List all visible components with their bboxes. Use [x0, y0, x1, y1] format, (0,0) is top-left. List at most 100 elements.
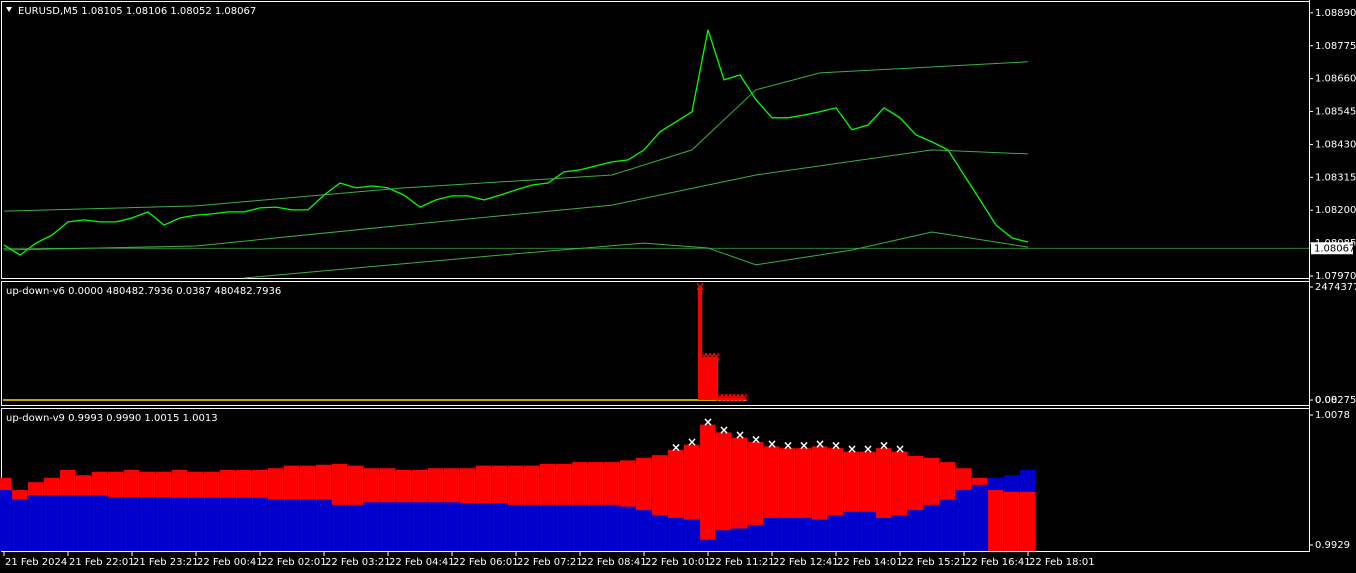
bar-marker: ×: [695, 280, 705, 294]
histogram-bar: [284, 499, 300, 551]
histogram-bar: [972, 484, 988, 551]
histogram-bar: [844, 511, 860, 551]
histogram-bar: [700, 539, 716, 551]
bar-marker: ×: [703, 350, 713, 364]
histogram-bar: [428, 502, 444, 551]
bar: [730, 397, 734, 400]
bar-marker: ×: [699, 350, 709, 364]
histogram-bar: [348, 504, 364, 551]
histogram-bar: [252, 497, 268, 551]
y-tick-label: 24743776: [1315, 282, 1356, 293]
histogram-bar: [540, 504, 556, 551]
histogram-bar: [812, 519, 828, 551]
histogram-bar: [60, 495, 76, 551]
histogram-bar: [716, 432, 732, 551]
y-tick-label: 1.08660: [1315, 74, 1356, 85]
histogram-bar: [508, 504, 524, 551]
bar-marker: ×: [751, 433, 761, 447]
histogram-bar: [396, 502, 412, 551]
histogram-bar: [0, 490, 12, 551]
x-tick-label: 22 Feb 15:21: [901, 557, 967, 568]
histogram-bar: [940, 499, 956, 551]
histogram-bar: [268, 499, 284, 551]
bar-marker: ×: [735, 390, 745, 404]
histogram-bar: [732, 528, 748, 551]
bar: [726, 397, 730, 400]
last-price-label: 1.08067: [1314, 243, 1355, 254]
menu-triangle: [6, 7, 12, 12]
bar: [706, 357, 710, 400]
last-price-box: [1311, 242, 1353, 255]
bar-marker: ×: [815, 437, 825, 451]
y-tick-label: 1.08430: [1315, 139, 1356, 150]
histogram-bar: [780, 517, 796, 551]
histogram-bar: [444, 502, 460, 551]
histogram-bar: [332, 504, 348, 551]
histogram-bar: [588, 504, 604, 551]
histogram-bar: [700, 424, 716, 551]
histogram-bar: [764, 517, 780, 551]
bar-marker: ×: [767, 437, 777, 451]
histogram-bar: [652, 515, 668, 551]
bar: [718, 397, 722, 400]
x-tick-label: 22 Feb 18:01: [1029, 557, 1095, 568]
bar-marker: ×: [731, 390, 741, 404]
panel-title: EURUSD,M5 1.08105 1.08106 1.08052 1.0806…: [18, 6, 256, 17]
histogram-bar: [748, 524, 764, 551]
histogram-bar: [108, 497, 124, 551]
bar: [702, 357, 706, 400]
histogram-bar: [140, 497, 156, 551]
histogram-bar: [460, 503, 476, 551]
histogram-bar: [220, 497, 236, 551]
bar: [742, 397, 746, 400]
histogram-bar: [188, 497, 204, 551]
histogram-bar: [556, 504, 572, 551]
histogram-bar: [860, 511, 876, 551]
histogram-bar: [476, 503, 492, 551]
histogram-bar: [828, 515, 844, 551]
bar-marker: ×: [707, 350, 717, 364]
histogram-bar: [172, 497, 188, 551]
x-tick-label: 22 Feb 12:41: [773, 557, 839, 568]
bar: [698, 287, 702, 401]
bar: [710, 357, 714, 400]
y-tick-label: 0.00: [1315, 395, 1337, 406]
bar-marker: ×: [703, 415, 713, 429]
histogram-bar: [364, 502, 380, 551]
bar-marker: ×: [715, 390, 725, 404]
histogram-bar: [1020, 491, 1036, 551]
bar-marker: ×: [727, 390, 737, 404]
histogram-bar: [924, 504, 940, 551]
y-tick-label: 1.08545: [1315, 107, 1356, 118]
bar-marker: ×: [895, 442, 905, 456]
x-tick-label: 22 Feb 08:41: [581, 557, 647, 568]
histogram-bar: [380, 502, 396, 551]
x-tick-label: 22 Feb 00:41: [197, 557, 263, 568]
panel-title: up-down-v9 0.9993 0.9990 1.0015 1.0013: [6, 413, 218, 424]
x-tick-label: 22 Feb 14:01: [837, 557, 903, 568]
y-tick-label: 0.082750: [1315, 395, 1356, 406]
x-tick-label: 22 Feb 11:21: [709, 557, 775, 568]
y-tick-label: 1.08200: [1315, 205, 1356, 216]
band-line: [3, 149, 1029, 251]
histogram-bar: [668, 517, 684, 551]
histogram-bar: [12, 499, 28, 551]
bar-marker: ×: [735, 428, 745, 442]
x-tick-label: 22 Feb 02:01: [261, 557, 327, 568]
histogram-bar: [636, 510, 652, 551]
bar-marker: ×: [711, 350, 721, 364]
bar: [714, 357, 718, 400]
histogram-bar: [124, 497, 140, 551]
histogram-bar: [988, 490, 1004, 551]
bar-marker: ×: [863, 442, 873, 456]
histogram-bar: [716, 530, 732, 551]
bar: [722, 397, 726, 400]
histogram-bar: [684, 519, 700, 551]
bar-marker: ×: [719, 390, 729, 404]
bar-marker: ×: [847, 442, 857, 456]
histogram-bar: [156, 497, 172, 551]
histogram-bar: [236, 497, 252, 551]
y-tick-label: 0.9929: [1315, 540, 1350, 551]
x-tick-label: 22 Feb 10:01: [645, 557, 711, 568]
